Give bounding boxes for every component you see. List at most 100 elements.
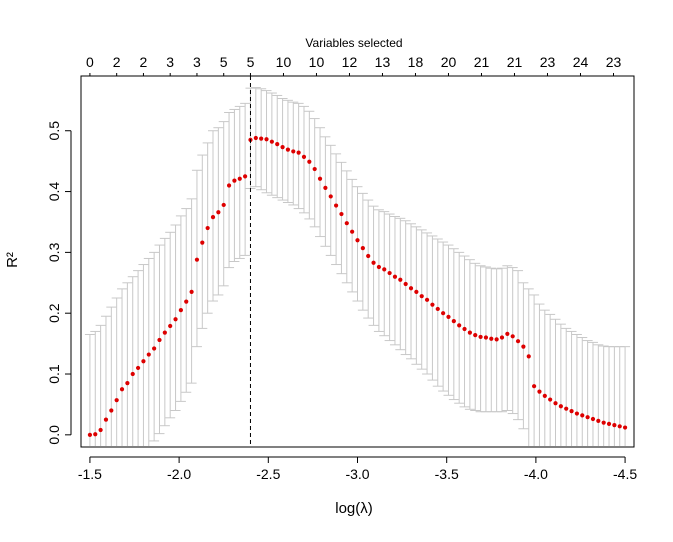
top-tick-label: 23 bbox=[540, 54, 556, 70]
y-tick-label: 0.3 bbox=[46, 242, 62, 262]
data-point bbox=[419, 294, 424, 299]
data-point bbox=[489, 336, 494, 341]
errorbar bbox=[234, 105, 245, 259]
data-point bbox=[532, 384, 537, 389]
errorbar bbox=[454, 251, 465, 404]
x-tick-label: -1.5 bbox=[78, 466, 102, 482]
errorbar bbox=[416, 229, 427, 370]
errorbar bbox=[518, 282, 529, 430]
data-point bbox=[414, 289, 419, 295]
point-layer bbox=[87, 135, 628, 437]
errorbar bbox=[422, 232, 433, 375]
errorbar bbox=[496, 267, 507, 413]
errorbar bbox=[411, 226, 422, 365]
errorbar bbox=[550, 318, 561, 446]
errorbar bbox=[529, 294, 540, 446]
data-point bbox=[135, 365, 141, 371]
errorbar bbox=[513, 270, 524, 421]
errorbar bbox=[598, 345, 609, 446]
data-point bbox=[457, 323, 462, 328]
data-point bbox=[376, 264, 382, 270]
top-tick-label: 5 bbox=[220, 54, 228, 70]
data-point bbox=[93, 432, 98, 437]
errorbar bbox=[427, 235, 438, 381]
data-point bbox=[542, 393, 547, 399]
errorbar bbox=[304, 110, 315, 220]
errorbar bbox=[331, 153, 342, 266]
top-tick-label: 5 bbox=[247, 54, 255, 70]
data-point bbox=[173, 317, 178, 322]
data-point bbox=[371, 260, 376, 265]
data-point bbox=[612, 423, 617, 428]
data-point bbox=[585, 415, 590, 420]
data-point bbox=[296, 150, 301, 155]
data-point bbox=[387, 270, 392, 276]
errorbar bbox=[272, 94, 283, 199]
data-point bbox=[462, 326, 467, 332]
data-point bbox=[157, 337, 162, 343]
data-point bbox=[226, 183, 232, 188]
data-point bbox=[366, 253, 371, 259]
errorbar bbox=[368, 205, 379, 326]
y-axis-label: R² bbox=[4, 252, 21, 268]
data-point bbox=[328, 194, 333, 199]
data-point bbox=[392, 274, 398, 279]
top-tick-label: 18 bbox=[408, 54, 424, 70]
data-point bbox=[574, 411, 580, 416]
y-tick-label: 0.2 bbox=[46, 303, 62, 323]
data-point bbox=[323, 185, 328, 191]
data-point bbox=[141, 359, 146, 364]
errorbar bbox=[593, 344, 604, 446]
data-point bbox=[221, 202, 226, 208]
errorbar-layer bbox=[84, 87, 631, 446]
data-point bbox=[424, 297, 430, 302]
left-axis: 0.0 0.1 0.2 0.3 0.4 0.5 bbox=[46, 121, 72, 445]
errorbar bbox=[127, 276, 138, 446]
errorbar bbox=[582, 340, 593, 446]
errorbar bbox=[395, 217, 406, 351]
errorbar bbox=[288, 101, 299, 206]
errorbar bbox=[336, 161, 347, 275]
errorbar bbox=[507, 267, 518, 415]
y-tick-label: 0.5 bbox=[46, 121, 62, 141]
errorbar bbox=[561, 327, 572, 446]
errorbar bbox=[614, 346, 625, 446]
data-point bbox=[210, 215, 216, 220]
x-tick-label: -2.0 bbox=[167, 466, 191, 482]
data-point bbox=[146, 352, 151, 357]
x-tick-label: -2.5 bbox=[256, 466, 280, 482]
errorbar bbox=[138, 264, 149, 446]
errorbar bbox=[545, 313, 556, 446]
data-point bbox=[350, 229, 355, 234]
data-point bbox=[510, 334, 515, 339]
plot-frame bbox=[80, 75, 635, 448]
data-point bbox=[622, 425, 628, 430]
top-tick-label: 24 bbox=[573, 54, 589, 70]
data-point bbox=[430, 302, 435, 307]
data-point bbox=[473, 332, 478, 338]
y-tick-label: 0.0 bbox=[46, 425, 62, 445]
errorbar bbox=[341, 170, 352, 284]
data-point bbox=[617, 424, 622, 429]
errorbar bbox=[406, 223, 417, 360]
errorbar bbox=[266, 92, 277, 196]
errorbar bbox=[432, 238, 443, 387]
errorbar bbox=[438, 241, 449, 392]
x-tick-label: -4.5 bbox=[613, 466, 637, 482]
errorbar bbox=[240, 102, 251, 256]
data-point bbox=[232, 178, 237, 183]
errorbar bbox=[571, 333, 582, 446]
top-tick-label: 10 bbox=[276, 54, 292, 70]
top-tick-label: 20 bbox=[441, 54, 457, 70]
bottom-axis: -1.5 -2.0 -2.5 -3.0 -3.5 -4.0 -4.5 bbox=[78, 456, 637, 482]
data-point bbox=[87, 432, 93, 437]
data-point bbox=[152, 346, 157, 351]
data-point bbox=[553, 401, 558, 406]
data-point bbox=[269, 139, 274, 144]
errorbar bbox=[100, 315, 111, 446]
data-point bbox=[494, 337, 499, 342]
errorbar bbox=[111, 297, 122, 446]
data-point bbox=[398, 277, 403, 282]
data-point bbox=[580, 413, 585, 418]
top-tick-label: 10 bbox=[309, 54, 325, 70]
